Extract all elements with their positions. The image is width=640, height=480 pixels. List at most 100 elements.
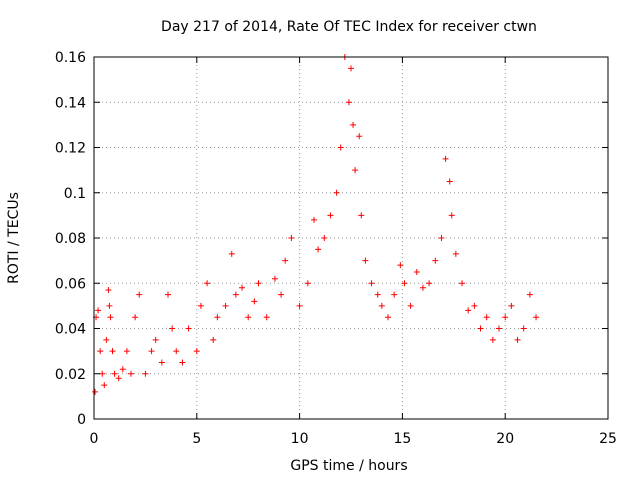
data-point (489, 336, 496, 343)
data-point (101, 382, 108, 389)
y-tick-label: 0.02 (55, 367, 86, 383)
data-point (278, 291, 285, 298)
data-point (296, 302, 303, 309)
y-axis-title: ROTI / TECUs (6, 192, 22, 284)
y-tick-label: 0.1 (64, 186, 86, 202)
data-point (401, 280, 408, 287)
y-tick-label: 0.08 (55, 231, 86, 247)
data-point (345, 99, 352, 106)
x-axis-title: GPS time / hours (290, 458, 407, 474)
data-point (105, 287, 112, 294)
data-point (397, 262, 404, 269)
data-point (169, 325, 176, 332)
data-point (222, 302, 229, 309)
data-point (111, 370, 118, 377)
data-point (321, 235, 328, 241)
data-point (358, 212, 365, 219)
data-point (228, 250, 235, 257)
data-point (348, 65, 354, 72)
data-point (471, 302, 478, 309)
tick-labels: 0 5 10 15 20 25 0 0.02 0.04 0.06 0.08 0.1 0.12 0.14 0.… (55, 50, 617, 447)
data-point (337, 144, 344, 151)
data-point (352, 167, 359, 174)
data-point (502, 314, 509, 321)
data-point (148, 348, 155, 355)
data-point (315, 246, 322, 253)
data-point (413, 268, 420, 275)
data-point (136, 291, 143, 298)
data-point (210, 336, 217, 343)
data-point (288, 235, 295, 241)
data-point (99, 370, 106, 377)
data-point (432, 257, 439, 264)
data-point (459, 280, 466, 287)
data-point (255, 280, 262, 287)
y-tick-label: 0.14 (55, 95, 86, 111)
y-tick-label: 0.04 (55, 322, 86, 338)
data-point (119, 366, 126, 373)
data-point (179, 359, 186, 366)
data-point (514, 336, 521, 343)
data-point (95, 307, 102, 314)
data-point (232, 291, 239, 298)
data-point (128, 370, 135, 377)
data-point (152, 336, 159, 343)
data-point (327, 212, 334, 219)
data-point (438, 235, 445, 241)
x-tick-label: 15 (393, 431, 411, 447)
data-point (452, 250, 459, 257)
data-point (214, 314, 221, 321)
data-point (197, 302, 204, 309)
data-point (103, 336, 110, 343)
data-point (356, 133, 363, 140)
data-point (446, 178, 453, 185)
data-point (282, 257, 289, 264)
data-point (107, 314, 114, 321)
x-tick-label: 10 (291, 431, 309, 447)
data-point (106, 302, 113, 309)
y-tick-label: 0.06 (55, 276, 86, 292)
x-tick-label: 0 (90, 431, 99, 447)
data-point (477, 325, 484, 332)
points (92, 54, 540, 395)
y-tick-label: 0 (77, 412, 86, 428)
data-point (391, 291, 398, 298)
data-point (520, 325, 527, 332)
data-point (374, 291, 381, 298)
data-point (442, 155, 449, 162)
data-point (173, 348, 180, 355)
data-point (310, 216, 317, 223)
data-point (193, 348, 200, 355)
data-point (333, 189, 340, 196)
x-tick-label: 5 (192, 431, 201, 447)
data-point (109, 348, 116, 355)
data-point (496, 325, 503, 332)
data-point (465, 307, 472, 314)
data-point (385, 314, 392, 321)
data-point (92, 388, 99, 395)
data-point (378, 302, 385, 309)
data-point (263, 314, 270, 321)
ticks (93, 56, 609, 420)
data-point (115, 375, 122, 382)
data-point (362, 257, 369, 264)
data-point (123, 348, 130, 355)
chart-title: Day 217 of 2014, Rate Of TEC Index for r… (161, 19, 537, 35)
data-point (239, 284, 246, 291)
data-point (251, 298, 258, 305)
data-point (350, 121, 357, 128)
data-point (165, 291, 172, 298)
data-point (185, 325, 192, 332)
data-point (426, 280, 433, 287)
y-tick-label: 0.12 (55, 141, 86, 157)
data-point (483, 314, 490, 321)
data-point (533, 314, 540, 321)
data-point (419, 284, 426, 291)
data-point (97, 348, 104, 355)
y-tick-label: 0.16 (55, 50, 86, 66)
data-point (204, 280, 211, 287)
grid (94, 57, 608, 419)
data-point (132, 314, 139, 321)
data-point (158, 359, 165, 366)
